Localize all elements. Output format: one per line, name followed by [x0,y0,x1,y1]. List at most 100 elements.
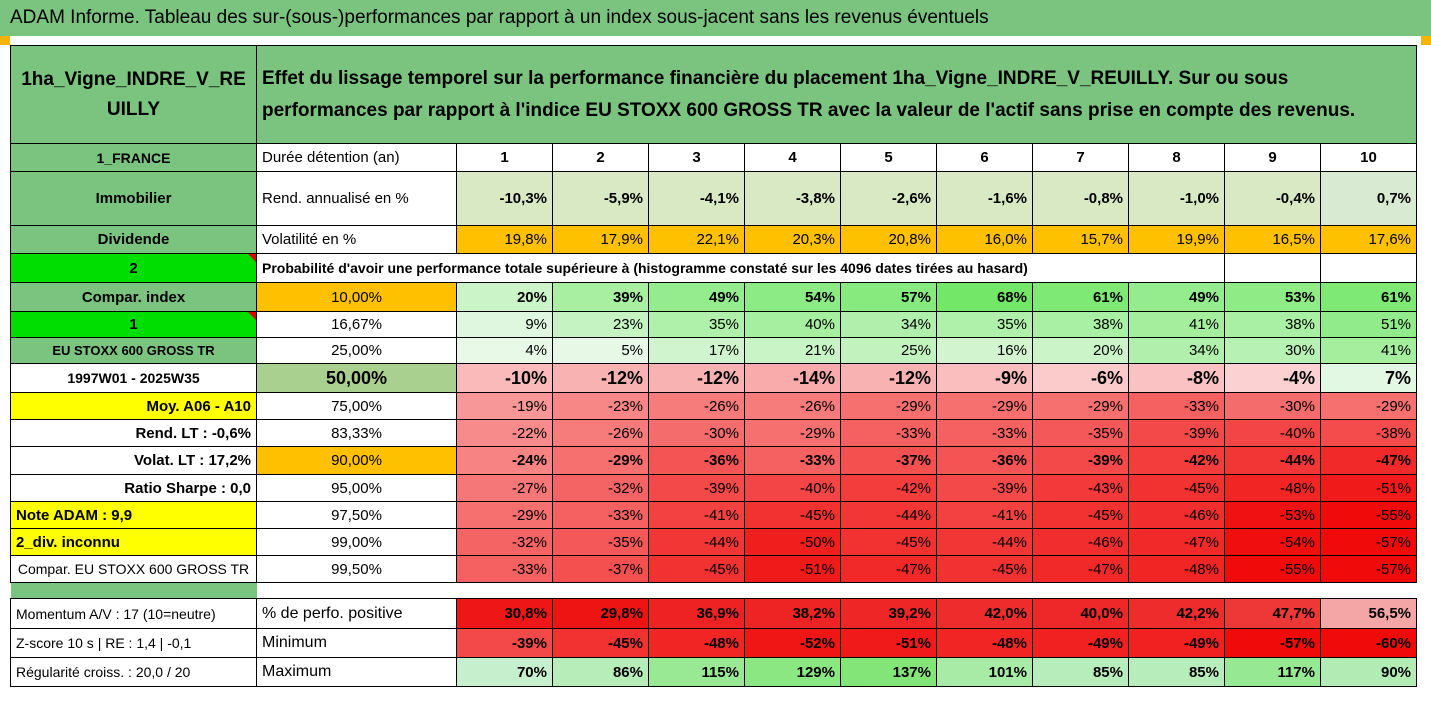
quantile-cell: -48% [1128,555,1225,583]
year-cell: 2 [552,143,649,172]
quantile-cell: 5% [552,337,649,364]
quantile-label: 97,50% [256,501,457,529]
quantile-cell: -50% [744,528,841,556]
left-label-period: 1997W01 - 2025W35 [10,363,257,393]
quantile-cell: -12% [648,363,745,393]
quantile-cell: -29% [840,392,937,420]
quantile-cell: 34% [1128,337,1225,364]
quantile-cell: -41% [936,501,1033,529]
quantile-cell: -12% [552,363,649,393]
year-cell: 4 [744,143,841,172]
max-cell: 85% [1032,657,1129,687]
quantile-cell: 54% [744,282,841,312]
rend-cell: -3,8% [744,171,841,226]
volat-cell: 20,8% [840,225,937,254]
pos-cell: 29,8% [552,598,649,629]
min-cell: -52% [744,628,841,658]
stat-row: Régularité croiss. : 20,0 / 20 Maximum 70%… [10,657,1418,687]
quantile-cell: 34% [840,311,937,338]
country-label: 1_FRANCE [10,143,257,172]
type-label: Immobilier [10,171,257,226]
quantile-cell: -29% [744,419,841,447]
left-label-sharpe: Ratio Sharpe : 0,0 [10,474,257,502]
max-cell: 90% [1319,657,1418,687]
year-cell: 10 [1319,143,1418,172]
pos-cell: 42,2% [1128,598,1225,629]
quantile-cell: -44% [1224,446,1321,475]
quantile-cell: -51% [1319,474,1418,502]
quantile-cell: -27% [456,474,553,502]
rend-cell: -0,8% [1032,171,1129,226]
quantile-cell: -55% [1224,555,1321,583]
max-cell: 70% [456,657,553,687]
min-cell: -48% [936,628,1033,658]
quantile-cell: 40% [744,311,841,338]
quantile-cell: 51% [1319,311,1418,338]
quantile-cell: -45% [1032,501,1129,529]
quantile-cell: -45% [648,555,745,583]
quantile-label: 75,00% [256,392,457,420]
quantile-label: 83,33% [256,419,457,447]
min-cell: -60% [1319,628,1418,658]
proba-label: Probabilité d'avoir une performance tota… [256,253,1225,283]
quantile-row: EU STOXX 600 GROSS TR 25,00% 4% 5% 17% 21% 25%… [10,337,1418,364]
rend-cell: -4,1% [648,171,745,226]
quantile-label: 50,00% [256,363,457,393]
quantile-cell: -29% [936,392,1033,420]
asset-name: 1ha_Vigne_INDRE_V_REUILLY [10,45,257,144]
min-cell: -49% [1128,628,1225,658]
pos-cell: 36,9% [648,598,745,629]
year-cell: 6 [936,143,1033,172]
quantile-cell: 38% [1032,311,1129,338]
quantile-cell: -29% [1319,392,1418,420]
quantile-cell: 9% [456,311,553,338]
quantile-cell: -23% [552,392,649,420]
quantile-cell: 17% [648,337,745,364]
quantile-cell: -40% [744,474,841,502]
gap-cell [10,582,257,599]
quantile-cell: -19% [456,392,553,420]
quantile-cell: 20% [456,282,553,312]
min-cell: -51% [840,628,937,658]
quantile-cell: -33% [1128,392,1225,420]
quantile-cell: -57% [1319,528,1418,556]
quantile-cell: -12% [840,363,937,393]
volat-cell: 19,9% [1128,225,1225,254]
min-cell: -48% [648,628,745,658]
year-cell: 8 [1128,143,1225,172]
left-label-momentum: Momentum A/V : 17 (10=neutre) [10,598,257,629]
left-label-compar_index: Compar. index [10,282,257,312]
performance-table: 1ha_Vigne_INDRE_V_REUILLY Effet du lissa… [10,45,1418,687]
quantile-cell: -42% [840,474,937,502]
quantile-cell: -10% [456,363,553,393]
quantile-cell: -39% [648,474,745,502]
quantile-cell: -46% [1128,501,1225,529]
left-label-rend_lt: Rend. LT : -0,6% [10,419,257,447]
quantile-cell: 16% [936,337,1033,364]
max-cell: 85% [1128,657,1225,687]
quantile-cell: 53% [1224,282,1321,312]
quantile-cell: -46% [1032,528,1129,556]
volat-cell: 16,0% [936,225,1033,254]
quantile-row: Ratio Sharpe : 0,0 95,00% -27% -32% -39% -40%… [10,474,1418,502]
quantile-cell: 68% [936,282,1033,312]
quantile-label: 16,67% [256,311,457,338]
dividend-label: Dividende [10,225,257,254]
left-label-compar2: Compar. EU STOXX 600 GROSS TR [10,555,257,583]
quantile-cell: 57% [840,282,937,312]
pos-cell: 30,8% [456,598,553,629]
quantile-cell: -53% [1224,501,1321,529]
quantile-cell: -41% [648,501,745,529]
quantile-cell: -9% [936,363,1033,393]
quantile-cell: 20% [1032,337,1129,364]
quantile-cell: -54% [1224,528,1321,556]
left-label-note: Note ADAM : 9,9 [10,501,257,529]
quantile-cell: -47% [1128,528,1225,556]
quantile-row: Compar. index 10,00% 20% 39% 49% 54% 57% 68% 61%… [10,282,1418,312]
quantile-cell: -33% [840,419,937,447]
report-title: ADAM Informe. Tableau des sur-(sous-)per… [0,0,1431,36]
left-label-one: 1 [10,311,257,338]
left-label-regularite: Régularité croiss. : 20,0 / 20 [10,657,257,687]
quantile-cell: 61% [1319,282,1418,312]
